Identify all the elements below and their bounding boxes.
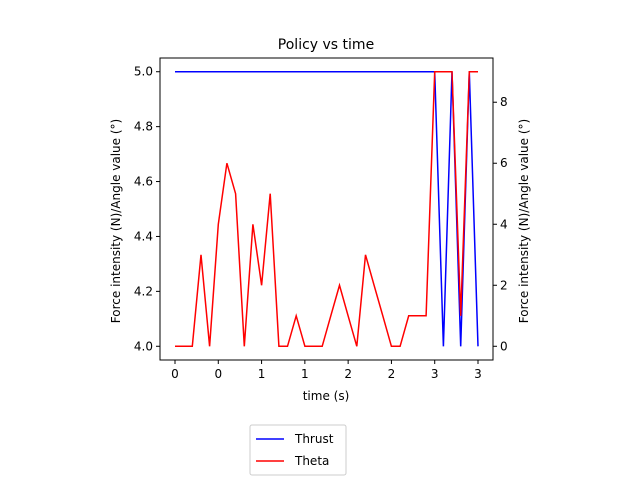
right-y-axis-ticks: 0 2 4 6 8 bbox=[493, 95, 508, 353]
x-tick-label: 2 bbox=[344, 367, 352, 381]
x-tick-label: 0 bbox=[214, 367, 222, 381]
x-tick-label: 1 bbox=[301, 367, 309, 381]
left-y-axis-label: Force intensity (N)/Angle value (°) bbox=[109, 119, 123, 323]
right-y-tick-label: 0 bbox=[500, 339, 508, 353]
left-y-tick-label: 4.2 bbox=[134, 284, 153, 298]
x-tick-label: 3 bbox=[474, 367, 482, 381]
legend-box bbox=[249, 424, 347, 476]
plot-area bbox=[159, 57, 494, 361]
x-axis-label: time (s) bbox=[303, 389, 350, 403]
x-tick-label: 0 bbox=[171, 367, 179, 381]
right-y-tick-label: 2 bbox=[500, 278, 508, 292]
x-tick-label: 2 bbox=[388, 367, 396, 381]
legend-entry-theta: Theta bbox=[294, 454, 329, 468]
x-tick-label: 3 bbox=[431, 367, 439, 381]
left-y-tick-label: 4.8 bbox=[134, 120, 153, 134]
right-y-tick-label: 8 bbox=[500, 95, 508, 109]
left-y-tick-label: 5.0 bbox=[134, 65, 153, 79]
chart-title: Policy vs time bbox=[278, 37, 374, 53]
left-y-tick-label: 4.0 bbox=[134, 339, 153, 353]
x-tick-label: 1 bbox=[258, 367, 266, 381]
right-y-tick-label: 4 bbox=[500, 217, 508, 231]
x-axis-ticks: 0 0 1 1 2 2 3 3 bbox=[171, 360, 482, 381]
legend-entry-thrust: Thrust bbox=[294, 432, 334, 446]
series-group bbox=[175, 70, 479, 348]
left-y-tick-label: 4.4 bbox=[134, 229, 153, 243]
series-line-thrust bbox=[175, 70, 479, 347]
legend: Thrust Theta bbox=[249, 424, 347, 476]
left-y-axis-ticks: 4.0 4.2 4.4 4.6 4.8 5.0 bbox=[134, 65, 160, 353]
right-y-axis-label: Force intensity (N)/Angle value (°) bbox=[517, 119, 531, 323]
series-line-theta bbox=[175, 70, 478, 348]
right-y-tick-label: 6 bbox=[500, 156, 508, 170]
plot-frame bbox=[159, 57, 494, 361]
left-y-tick-label: 4.6 bbox=[134, 175, 153, 189]
